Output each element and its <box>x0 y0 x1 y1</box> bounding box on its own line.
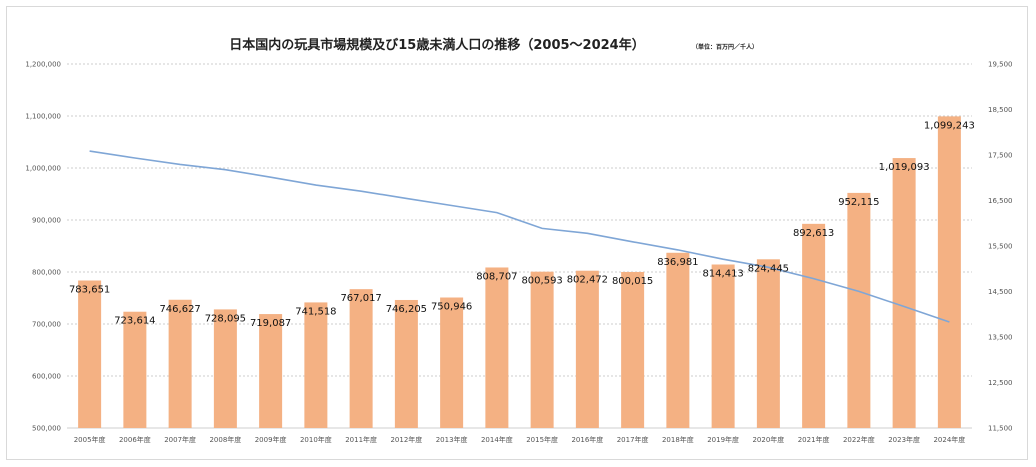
x-tick-label: 2006年度 <box>119 435 151 444</box>
x-tick-label: 2005年度 <box>74 435 106 444</box>
right-tick-label: 13,500 <box>988 334 1013 342</box>
right-tick-label: 14,500 <box>988 288 1013 296</box>
bar <box>892 158 916 428</box>
bar-data-label: 1,099,243 <box>924 120 975 131</box>
x-tick-label: 2021年度 <box>798 435 830 444</box>
left-tick-label: 700,000 <box>32 321 61 329</box>
bar-data-label: 728,095 <box>205 313 246 324</box>
chart-svg: 日本国内の玩具市場規模及び15歳未満人口の推移（2005〜2024年） （単位：… <box>25 37 1013 444</box>
x-tick-label: 2013年度 <box>436 435 468 444</box>
bar <box>937 116 961 428</box>
bar <box>575 270 599 428</box>
chart-title: 日本国内の玩具市場規模及び15歳未満人口の推移（2005〜2024年） <box>229 37 644 53</box>
bar-data-label: 783,651 <box>69 285 110 296</box>
left-tick-label: 1,100,000 <box>25 113 61 121</box>
right-tick-label: 16,500 <box>988 197 1013 205</box>
x-tick-label: 2024年度 <box>933 435 965 444</box>
left-tick-label: 900,000 <box>32 217 61 225</box>
left-axis-ticks: 500,000 600,000 700,000 800,000 900,000 1,000… <box>25 61 61 433</box>
bar <box>78 280 102 428</box>
right-tick-label: 19,500 <box>988 61 1013 69</box>
bar-data-label: 892,613 <box>793 228 834 239</box>
right-axis-ticks: 11,500 12,500 13,500 14,500 15,500 16,500 17,5… <box>988 61 1013 433</box>
bar <box>711 264 735 428</box>
bar <box>485 267 509 428</box>
bar <box>213 309 237 428</box>
bar <box>259 314 283 428</box>
line-series <box>89 150 950 323</box>
chart-frame: 日本国内の玩具市場規模及び15歳未満人口の推移（2005〜2024年） （単位：… <box>6 6 1028 460</box>
left-tick-label: 1,000,000 <box>25 165 61 173</box>
x-tick-label: 2009年度 <box>255 435 287 444</box>
right-tick-label: 17,500 <box>988 152 1013 160</box>
bar <box>756 259 780 428</box>
x-tick-label: 2023年度 <box>888 435 920 444</box>
x-tick-label: 2014年度 <box>481 435 513 444</box>
right-tick-label: 11,500 <box>988 425 1013 433</box>
gridlines <box>67 63 972 429</box>
bar <box>666 252 690 428</box>
bar-data-label: 719,087 <box>250 318 291 329</box>
population-line <box>89 150 950 323</box>
bar-data-label: 802,472 <box>567 275 608 286</box>
x-tick-label: 2019年度 <box>707 435 739 444</box>
bar <box>847 192 871 428</box>
bar-data-label: 814,413 <box>702 269 743 280</box>
bar <box>304 302 328 428</box>
x-tick-label: 2007年度 <box>164 435 196 444</box>
x-tick-label: 2022年度 <box>843 435 875 444</box>
bar-data-label: 750,946 <box>431 302 472 313</box>
bar <box>802 223 826 428</box>
bar-data-label: 723,614 <box>114 316 155 327</box>
right-tick-label: 18,500 <box>988 106 1013 114</box>
left-tick-label: 1,200,000 <box>25 61 61 69</box>
bar <box>123 311 147 428</box>
bar <box>440 297 464 428</box>
unit-note: （単位：百万円／千人） <box>692 43 758 51</box>
x-tick-label: 2016年度 <box>571 435 603 444</box>
bar-data-label: 800,015 <box>612 276 653 287</box>
bar-data-label: 746,627 <box>159 304 200 315</box>
x-tick-label: 2017年度 <box>617 435 649 444</box>
x-tick-label: 2018年度 <box>662 435 694 444</box>
x-tick-label: 2008年度 <box>209 435 241 444</box>
x-tick-label: 2012年度 <box>390 435 422 444</box>
bar-data-label: 800,593 <box>521 276 562 287</box>
bar <box>349 289 373 428</box>
bar-data-label: 836,981 <box>657 257 698 268</box>
bar <box>621 271 645 428</box>
left-tick-label: 600,000 <box>32 373 61 381</box>
bar-data-label: 746,205 <box>386 304 427 315</box>
left-tick-label: 800,000 <box>32 269 61 277</box>
bar <box>168 299 192 428</box>
right-tick-label: 15,500 <box>988 243 1013 251</box>
x-tick-label: 2015年度 <box>526 435 558 444</box>
bar-data-label: 767,017 <box>340 293 381 304</box>
bar-series <box>78 116 961 428</box>
bar-data-label: 741,518 <box>295 306 336 317</box>
bar-data-label: 952,115 <box>838 197 879 208</box>
x-tick-label: 2010年度 <box>300 435 332 444</box>
x-axis-ticks: 2005年度 2006年度 2007年度 2008年度 2009年度 2010年度 2011… <box>74 435 966 444</box>
x-tick-label: 2020年度 <box>752 435 784 444</box>
x-tick-label: 2011年度 <box>345 435 377 444</box>
right-tick-label: 12,500 <box>988 379 1013 387</box>
bar-data-label: 1,019,093 <box>879 162 930 173</box>
left-tick-label: 500,000 <box>32 425 61 433</box>
bar <box>394 299 418 428</box>
data-labels: 783,651 723,614 746,627 728,095 719,087 741,5… <box>69 120 975 329</box>
bar <box>530 271 554 428</box>
bar-data-label: 808,707 <box>476 271 517 282</box>
bar-data-label: 824,445 <box>748 263 789 274</box>
